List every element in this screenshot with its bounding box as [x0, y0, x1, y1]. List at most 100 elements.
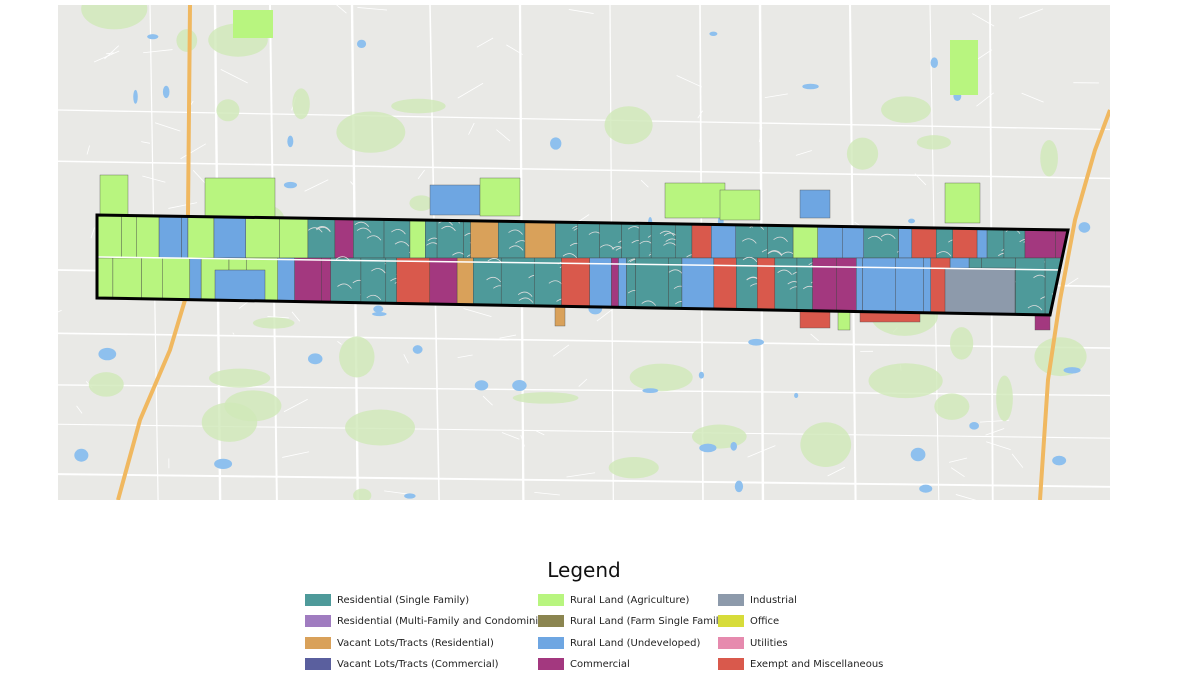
- street: [568, 9, 594, 14]
- park: [409, 195, 433, 211]
- highway: [1038, 109, 1110, 500]
- water: [734, 480, 744, 493]
- parcel: [214, 269, 266, 301]
- street: [468, 122, 475, 135]
- highway: [116, 5, 192, 500]
- park: [1034, 337, 1087, 377]
- street: [697, 110, 704, 119]
- street: [640, 179, 649, 188]
- parcel: [944, 182, 981, 224]
- street: [517, 291, 533, 297]
- street: [371, 268, 386, 274]
- street: [499, 334, 517, 339]
- parcel: [944, 267, 1016, 315]
- water: [698, 371, 705, 379]
- legend-swatch: [305, 594, 331, 606]
- parcel: [923, 257, 931, 315]
- water: [969, 422, 979, 430]
- road: [58, 473, 1110, 488]
- park: [252, 317, 295, 329]
- street: [356, 227, 372, 233]
- park: [604, 106, 653, 145]
- park: [391, 98, 446, 114]
- legend-swatch: [538, 658, 564, 670]
- park: [345, 409, 415, 446]
- street: [283, 398, 308, 413]
- street: [914, 173, 927, 186]
- street: [562, 253, 578, 259]
- parcel: [136, 215, 160, 259]
- park: [81, 5, 148, 30]
- park: [916, 135, 951, 150]
- street: [154, 122, 181, 132]
- street: [1067, 277, 1079, 286]
- parcel: [97, 215, 122, 259]
- street: [220, 69, 248, 84]
- road: [58, 160, 1110, 180]
- parcel: [681, 257, 715, 315]
- street: [357, 7, 388, 11]
- legend-swatch: [538, 594, 564, 606]
- road: [58, 332, 1110, 349]
- street: [501, 432, 520, 440]
- water: [550, 137, 562, 150]
- street: [767, 250, 783, 256]
- park: [216, 99, 240, 122]
- street: [867, 235, 883, 242]
- street: [520, 435, 525, 447]
- water: [162, 85, 170, 99]
- street: [192, 170, 207, 185]
- street: [827, 466, 846, 477]
- park: [691, 424, 747, 449]
- water: [1052, 455, 1067, 466]
- street: [304, 179, 329, 192]
- park: [950, 40, 978, 95]
- legend-swatch: [305, 615, 331, 627]
- street: [86, 145, 90, 155]
- legend-swatch: [718, 637, 744, 649]
- legend: Residential (Single Family) Residential (…: [305, 594, 883, 670]
- street: [506, 44, 523, 55]
- street: [767, 250, 783, 257]
- water: [474, 380, 489, 391]
- water: [709, 31, 718, 36]
- legend-label: Utilities: [750, 638, 788, 649]
- park: [224, 390, 282, 422]
- park: [209, 368, 271, 388]
- street: [476, 37, 494, 48]
- legend-swatch: [718, 615, 744, 627]
- park: [868, 363, 943, 399]
- street: [366, 235, 382, 241]
- parcel: [479, 177, 521, 217]
- street: [496, 129, 511, 142]
- water: [1063, 367, 1081, 374]
- street: [596, 308, 614, 322]
- water: [802, 83, 819, 90]
- street: [659, 230, 675, 237]
- street: [336, 5, 347, 14]
- legend-swatch: [305, 637, 331, 649]
- park: [934, 393, 970, 420]
- street: [1011, 453, 1024, 468]
- water: [910, 447, 926, 462]
- street: [76, 405, 83, 414]
- water: [404, 493, 416, 499]
- street: [58, 309, 62, 313]
- water: [908, 218, 916, 224]
- street: [955, 494, 977, 500]
- park: [846, 137, 879, 170]
- street: [141, 141, 151, 144]
- street: [758, 127, 763, 143]
- water: [919, 484, 933, 493]
- street: [566, 472, 596, 478]
- legend-label: Rural Land (Agriculture): [570, 595, 689, 606]
- legend-label: Office: [750, 616, 779, 627]
- street: [482, 395, 493, 406]
- street: [232, 332, 235, 335]
- park: [339, 336, 375, 378]
- legend-label: Rural Land (Undeveloped): [570, 638, 700, 649]
- legend-title: Legend: [547, 558, 620, 582]
- street: [948, 457, 968, 463]
